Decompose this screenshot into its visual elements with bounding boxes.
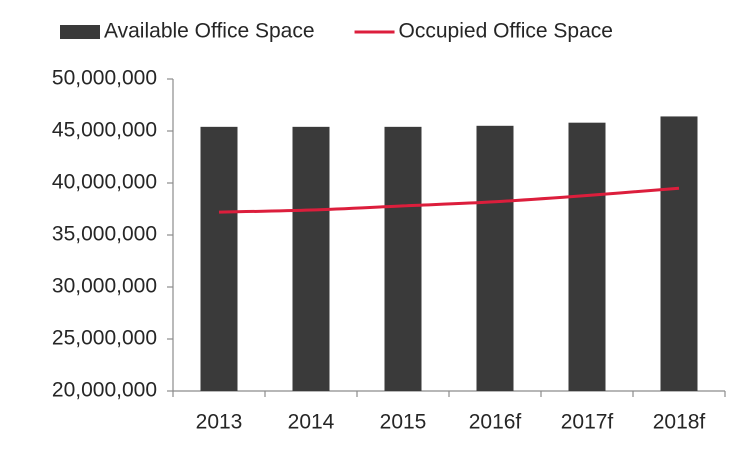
y-tick-label: 20,000,000 [52, 379, 157, 402]
y-tick-label: 40,000,000 [52, 171, 157, 194]
y-tick-label: 45,000,000 [52, 119, 157, 142]
y-tick-label: 35,000,000 [52, 223, 157, 246]
x-tick-label: 2017f [561, 411, 614, 434]
legend-label: Available Office Space [104, 20, 315, 43]
x-tick-label: 2014 [288, 411, 335, 434]
bar [476, 125, 514, 392]
line [218, 186, 680, 214]
legend-label: Occupied Office Space [399, 20, 613, 43]
y-tick-label: 50,000,000 [52, 67, 157, 90]
bar [384, 126, 422, 391]
y-tick-label: 25,000,000 [52, 327, 157, 350]
x-tick-label: 2015 [380, 411, 427, 434]
x-tick-label: 2016f [469, 411, 522, 434]
x-tick-label: 2013 [196, 411, 243, 434]
legend-swatch [60, 25, 100, 39]
y-tick-label: 30,000,000 [52, 275, 157, 298]
bar [292, 126, 330, 391]
bar [660, 116, 698, 391]
bar [568, 122, 606, 392]
bar [200, 126, 238, 391]
x-tick-label: 2018f [653, 411, 706, 434]
